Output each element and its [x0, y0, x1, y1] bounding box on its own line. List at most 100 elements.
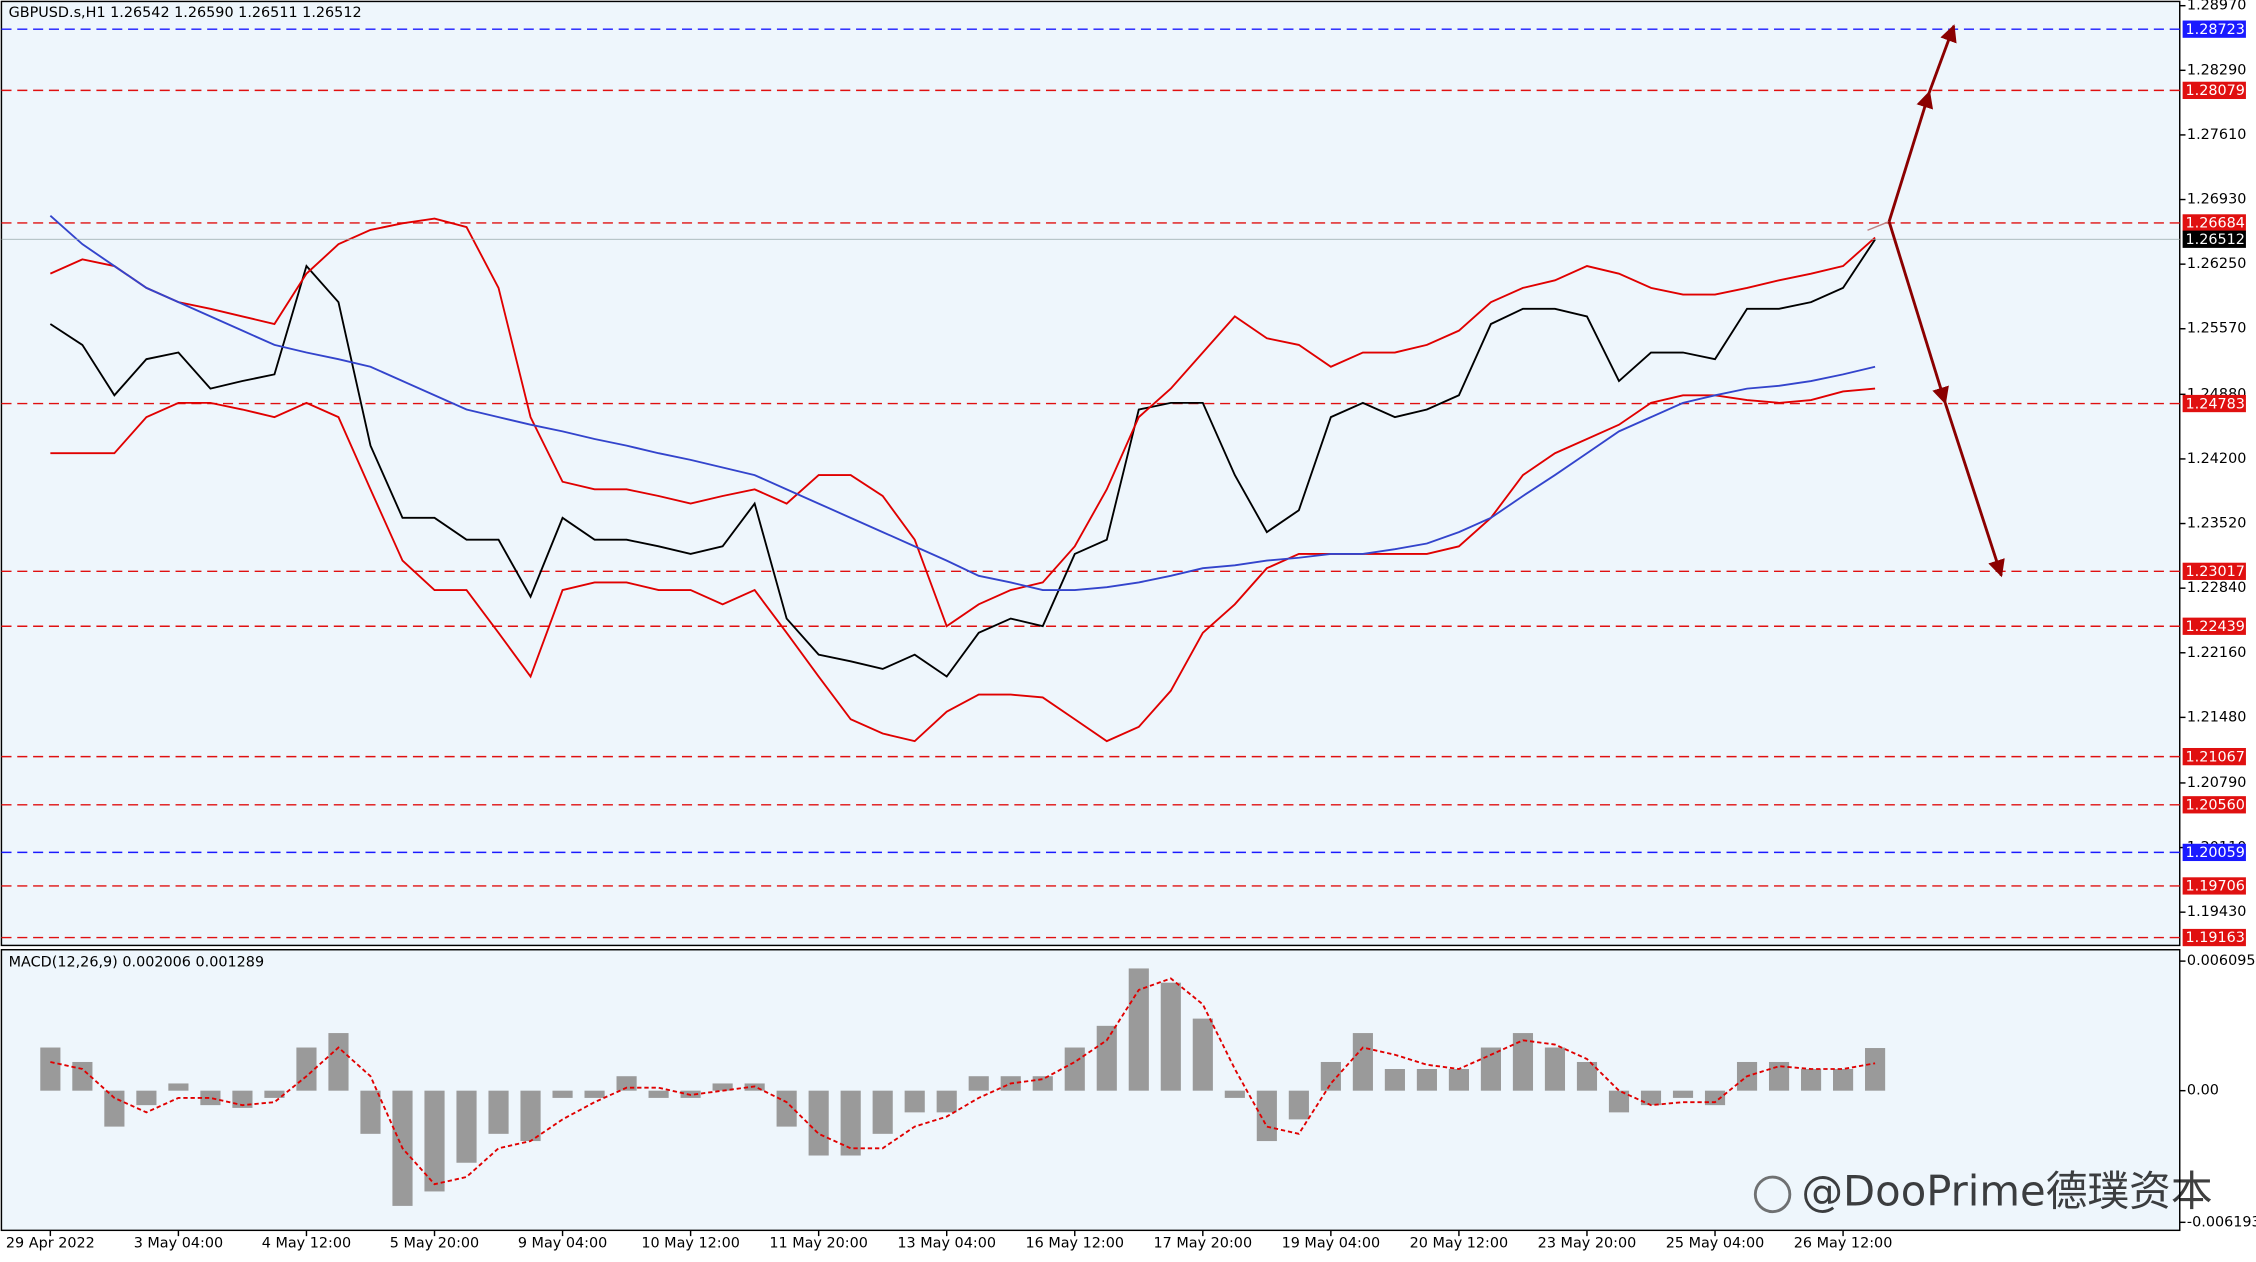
x-tick-label: 11 May 20:00: [769, 1235, 868, 1251]
level-label: 1.24783: [2186, 396, 2245, 412]
level-label: 1.20059: [2186, 845, 2245, 861]
macd-bar: [1672, 1090, 1694, 1098]
level-label-box: [2182, 617, 2246, 635]
y-tick-label: 1.19430: [2187, 904, 2246, 920]
y-tick-label: 1.21480: [2187, 709, 2246, 725]
series-line: [49, 214, 1876, 591]
macd-bar: [1448, 1068, 1469, 1091]
macd-bar: [776, 1090, 797, 1127]
macd-bar: [1160, 982, 1181, 1091]
macd-bar: [968, 1076, 989, 1091]
arrow-down: [1887, 221, 1949, 405]
x-tick-label: 25 May 04:00: [1666, 1235, 1765, 1251]
macd-bar: [72, 1061, 93, 1091]
macd-bar: [1032, 1076, 1053, 1091]
macd-bar: [296, 1047, 317, 1091]
x-tick-label: 29 Apr 2022: [6, 1235, 95, 1251]
watermark-text: @DooPrime德璞资本: [1801, 1166, 2212, 1215]
macd-bar: [1865, 1048, 1886, 1091]
level-label-box: [2182, 81, 2246, 99]
macd-bar: [328, 1033, 349, 1091]
x-tick-label: 3 May 04:00: [134, 1235, 223, 1251]
y-tick-label: 0.00: [2187, 1083, 2219, 1099]
y-tick-label: 1.25570: [2187, 321, 2246, 337]
level-label-box: [2182, 394, 2246, 413]
macd-bar: [1256, 1090, 1277, 1142]
x-tick-label: 20 May 12:00: [1410, 1235, 1509, 1251]
level-label-box: [2182, 20, 2246, 38]
level-label: 1.19163: [2186, 930, 2245, 946]
level-label: 1.20560: [2186, 798, 2245, 814]
level-label-box: [2182, 928, 2246, 947]
y-tick-label: 1.22840: [2187, 580, 2246, 596]
x-tick-label: 5 May 20:00: [390, 1235, 479, 1251]
y-tick-label: -0.006193: [2187, 1214, 2256, 1230]
macd-bar: [808, 1090, 829, 1156]
x-tick-label: 19 May 04:00: [1282, 1235, 1381, 1251]
macd-bar: [840, 1090, 861, 1156]
macd-bar: [648, 1090, 669, 1098]
x-tick-label: 23 May 20:00: [1538, 1235, 1637, 1251]
macd-bar: [1352, 1033, 1373, 1091]
series-line: [50, 977, 1876, 1186]
connector: [1867, 220, 1890, 231]
y-tick-label: 1.22160: [2187, 645, 2246, 661]
y-tick-label: 1.26930: [2187, 192, 2246, 208]
macd-bar: [1288, 1090, 1309, 1120]
level-label: 1.22439: [2186, 619, 2245, 635]
macd-bar: [1544, 1047, 1566, 1091]
macd-bar: [584, 1090, 605, 1098]
macd-bar: [200, 1090, 221, 1106]
macd-bar: [872, 1090, 893, 1134]
watermark: @DooPrime德璞资本: [1753, 1166, 2213, 1215]
macd-bar: [1768, 1061, 1790, 1091]
level-label-box: [2182, 796, 2246, 814]
macd-title: MACD(12,26,9) 0.002006 0.001289: [9, 955, 264, 971]
macd-bar: [1704, 1090, 1726, 1106]
y-tick-label: 1.23520: [2187, 516, 2246, 532]
macd-bar: [104, 1090, 125, 1127]
macd-bar: [456, 1090, 477, 1163]
macd-bar: [1576, 1061, 1598, 1091]
macd-bar: [1320, 1061, 1341, 1091]
chart-header: GBPUSD.s,H1 1.26542 1.26590 1.26511 1.26…: [9, 5, 362, 21]
level-label: 1.23017: [2186, 564, 2245, 580]
price-panel: [0, 0, 2181, 947]
level-label-box: [2182, 877, 2246, 895]
x-tick-label: 13 May 04:00: [897, 1235, 996, 1251]
macd-bar: [168, 1083, 189, 1091]
macd-bar: [936, 1090, 957, 1113]
y-tick-label: 1.24200: [2187, 451, 2246, 467]
current-price-box: [2182, 230, 2246, 248]
macd-bar: [424, 1090, 445, 1192]
y-tick-label: 1.27610: [2187, 127, 2246, 143]
level-label: 1.26684: [2186, 216, 2245, 232]
series-line: [50, 387, 1876, 743]
level-label: 1.21067: [2186, 749, 2245, 765]
level-label-box: [2182, 214, 2246, 232]
macd-bar: [1833, 1068, 1854, 1091]
x-tick-label: 9 May 04:00: [518, 1235, 607, 1251]
forecast-arrows: [1867, 24, 2005, 578]
macd-bar: [488, 1090, 509, 1134]
macd-bar: [1384, 1068, 1405, 1091]
series-line: [49, 238, 1876, 678]
watermark-logo: [1753, 1175, 1792, 1214]
arrow-up: [1928, 24, 1957, 93]
y-tick-label: 0.006095: [2187, 953, 2256, 969]
macd-bar: [264, 1090, 285, 1098]
x-tick-label: 16 May 12:00: [1025, 1235, 1124, 1251]
x-tick-label: 10 May 12:00: [641, 1235, 740, 1251]
arrow-down: [1943, 402, 2005, 578]
y-tick-label: 1.28970: [2187, 0, 2246, 14]
series-line: [49, 217, 1876, 628]
y-tick-label: 1.28290: [2187, 62, 2246, 78]
macd-bar: [1064, 1047, 1085, 1091]
level-label: 1.28723: [2186, 22, 2245, 38]
macd-bar: [1480, 1047, 1502, 1091]
arrow-up: [1887, 90, 1934, 223]
level-label-box: [2182, 747, 2246, 766]
macd-bar: [1224, 1090, 1245, 1098]
